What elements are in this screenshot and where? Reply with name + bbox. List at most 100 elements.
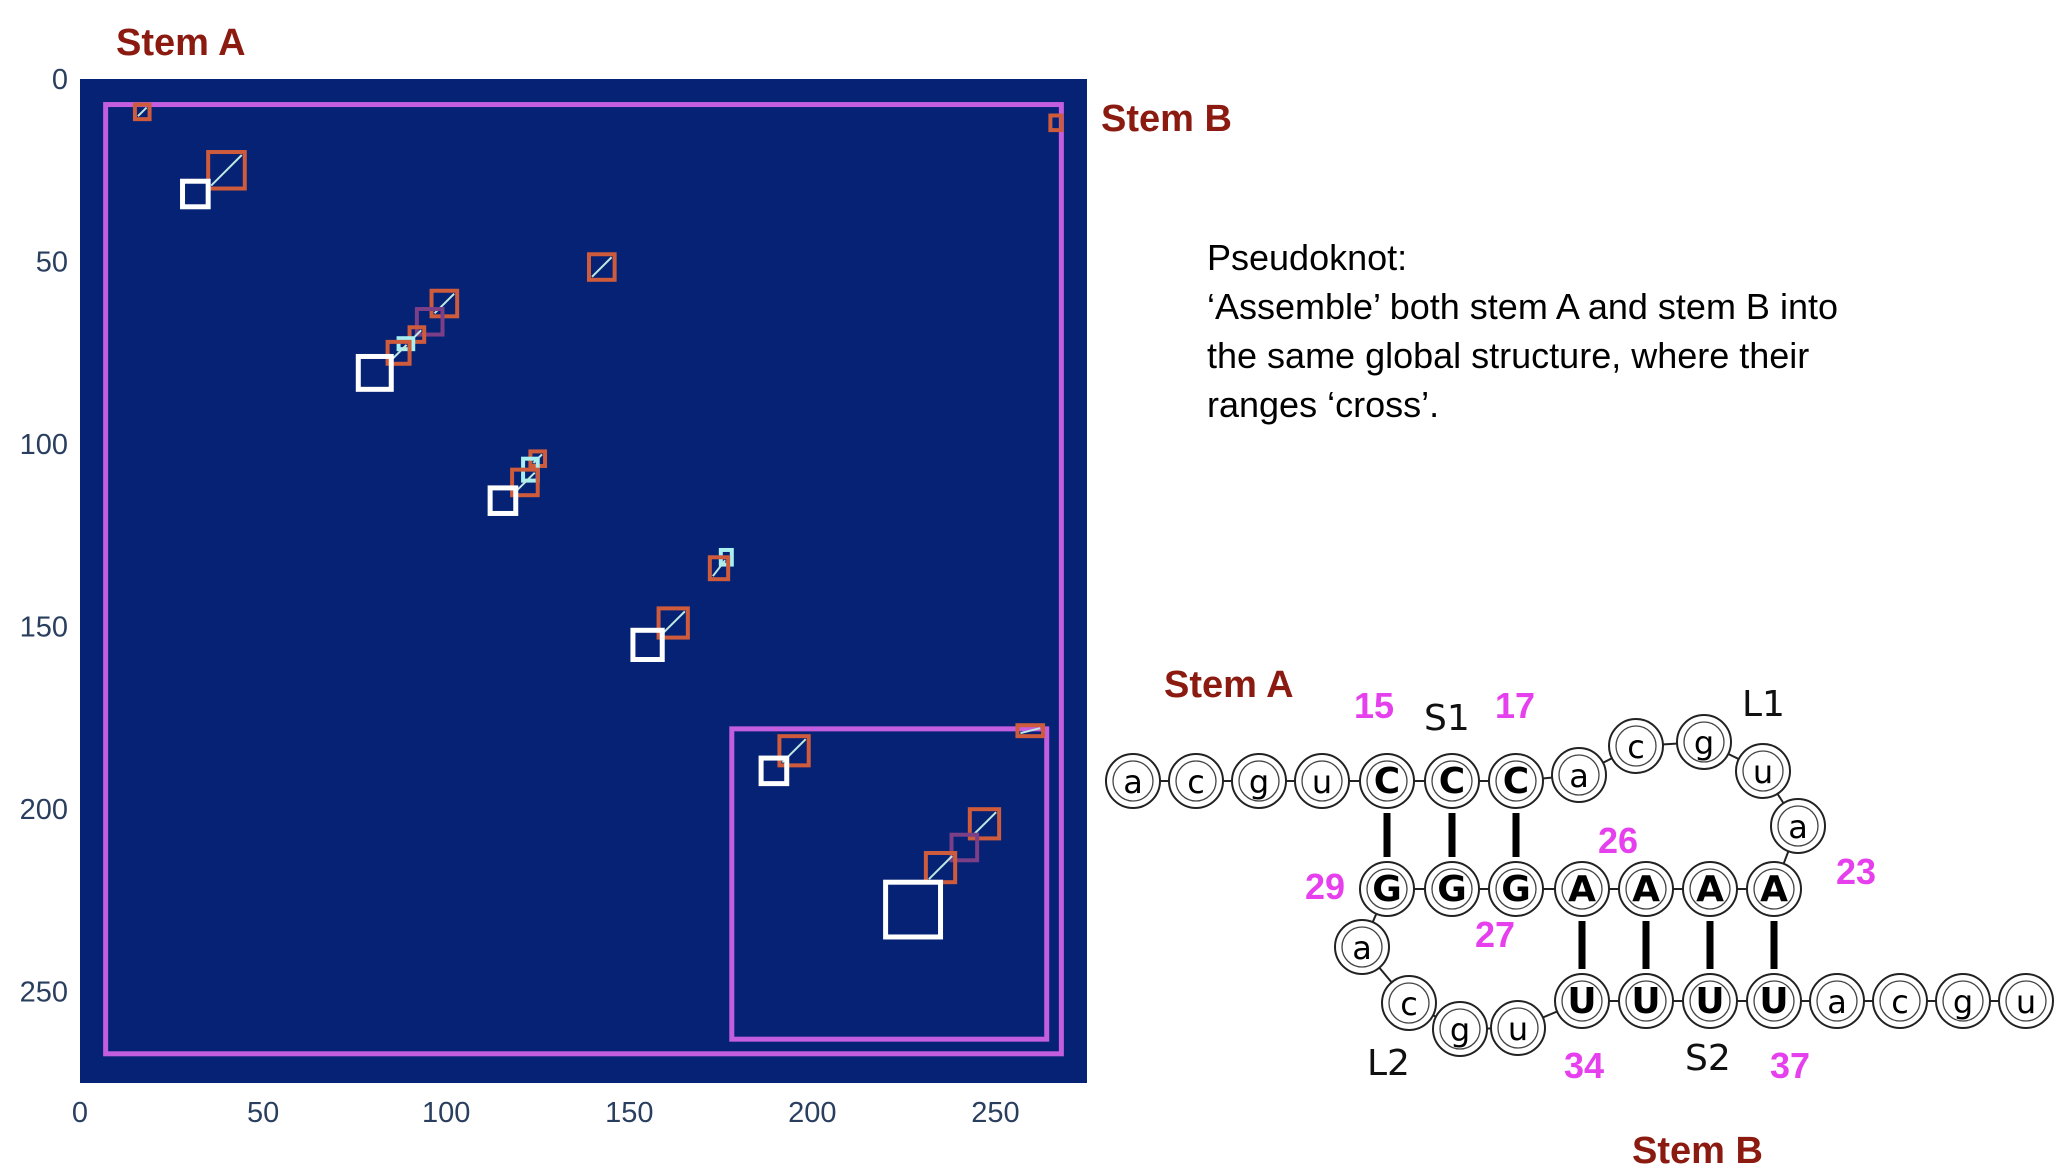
- diagonal-trace: [591, 256, 613, 278]
- nucleotide: G: [1424, 861, 1480, 917]
- nucleotide-inner-ring: [1561, 980, 1603, 1022]
- nucleotide-circle: [1168, 753, 1224, 809]
- stem-box: [206, 150, 247, 191]
- nucleotide-inner-ring: [1431, 868, 1473, 910]
- pair-box: [180, 178, 211, 210]
- nucleotide-circle: [1488, 753, 1544, 809]
- nucleotide-circle: [1334, 919, 1390, 975]
- diagonal-trace: [210, 154, 243, 187]
- nucleotide: g: [1676, 714, 1732, 770]
- region-box: [103, 102, 1064, 1057]
- stem-box: [967, 807, 1002, 841]
- nucleotide-inner-ring: [1879, 980, 1921, 1022]
- diagonal-trace: [712, 559, 726, 577]
- nucleotide-circle: [1554, 973, 1610, 1029]
- y-tick-label: 0: [52, 64, 68, 96]
- nucleotide-circle: [1105, 753, 1161, 809]
- nucleotide-letter: a: [1827, 983, 1847, 1021]
- note-line: ‘Assemble’ both stem A and stem B into: [1207, 286, 1838, 327]
- nucleotide-letter: A: [1632, 869, 1660, 910]
- nucleotide: a: [1105, 753, 1161, 809]
- nucleotide-circle: [1231, 753, 1287, 809]
- nucleotide-inner-ring: [1683, 721, 1725, 763]
- nucleotide: g: [1432, 1001, 1488, 1057]
- nucleotide-circle: [1490, 1000, 1546, 1056]
- nucleotide-circle: [1682, 973, 1738, 1029]
- nucleotide-circle: [1682, 861, 1738, 917]
- y-tick-label: 50: [36, 247, 68, 279]
- stem-box: [510, 467, 540, 498]
- nucleotide-letter: g: [1450, 1011, 1470, 1049]
- note-line: ranges ‘cross’.: [1207, 384, 1440, 425]
- position-number: 17: [1495, 685, 1535, 726]
- nucleotide-circle: [1608, 718, 1664, 774]
- nucleotide-circle: [1359, 861, 1415, 917]
- segment-label-l1: L1: [1742, 684, 1785, 725]
- nucleotide-inner-ring: [1625, 980, 1667, 1022]
- nucleotide-inner-ring: [1439, 1008, 1481, 1050]
- nucleotide-circle: [1551, 747, 1607, 803]
- pair-box: [883, 879, 944, 940]
- nucleotide-letter: c: [1187, 763, 1205, 801]
- nucleotide-letter: c: [1891, 983, 1909, 1021]
- nucleotide-inner-ring: [1301, 760, 1343, 802]
- diagonal-trace: [514, 471, 536, 493]
- nucleotide: c: [1381, 975, 1437, 1031]
- nucleotide-letter: G: [1501, 869, 1531, 910]
- nucleotide-circle: [1935, 973, 1991, 1029]
- stem-box: [586, 252, 617, 282]
- nucleotide: c: [1608, 718, 1664, 774]
- contact-map-heatmap: 0 50 100 150 200 250 0 50 100 150 200 250: [20, 64, 1087, 1129]
- stem-box: [777, 734, 811, 768]
- nucleotide-letter: A: [1760, 869, 1788, 910]
- nucleotide-letter: C: [1374, 761, 1400, 802]
- pair-box: [630, 627, 665, 662]
- stem-b-top-label: Stem B: [1101, 98, 1232, 140]
- stem-box: [707, 555, 731, 582]
- segment-label-l2: L2: [1367, 1043, 1410, 1084]
- nucleotide-letter: A: [1568, 869, 1596, 910]
- nucleotide-letter: g: [1694, 724, 1714, 762]
- nucleotide-inner-ring: [1753, 868, 1795, 910]
- nucleotide-inner-ring: [1742, 750, 1784, 792]
- x-tick-label: 50: [247, 1097, 279, 1129]
- nucleotide-inner-ring: [1689, 980, 1731, 1022]
- nucleotide: A: [1618, 861, 1674, 917]
- nucleotide: U: [1746, 973, 1802, 1029]
- nucleotide-letter: G: [1372, 869, 1402, 910]
- position-number: 29: [1305, 866, 1345, 907]
- nucleotide-letter: A: [1696, 869, 1724, 910]
- nucleotide-letter: U: [1567, 981, 1596, 1022]
- nucleotide: C: [1488, 753, 1544, 809]
- nucleotide-circle: [1770, 798, 1826, 854]
- stem-box: [1048, 113, 1064, 133]
- nucleotide-inner-ring: [1366, 760, 1408, 802]
- stem-box: [1015, 723, 1046, 739]
- nucleotide: g: [1231, 753, 1287, 809]
- nucleotide: U: [1618, 973, 1674, 1029]
- nucleotide: A: [1682, 861, 1738, 917]
- nucleotide: u: [1998, 973, 2054, 1029]
- nucleotide-inner-ring: [1431, 760, 1473, 802]
- nucleotide-letter: a: [1123, 763, 1143, 801]
- nucleotide: u: [1735, 743, 1791, 799]
- nucleotide-inner-ring: [1558, 754, 1600, 796]
- nucleotide-inner-ring: [1625, 868, 1667, 910]
- nucleotide: u: [1294, 753, 1350, 809]
- nucleotide: a: [1770, 798, 1826, 854]
- nucleotide-inner-ring: [1753, 980, 1795, 1022]
- nucleotide-inner-ring: [1495, 760, 1537, 802]
- diagonal-trace: [1020, 727, 1041, 735]
- nucleotide: G: [1488, 861, 1544, 917]
- nucleotide-inner-ring: [1238, 760, 1280, 802]
- position-number: 27: [1475, 914, 1515, 955]
- x-axis-ticks: 0 50 100 150 200 250: [72, 1097, 1020, 1129]
- nucleotide-letter: u: [1753, 753, 1773, 791]
- nucleotide: u: [1490, 1000, 1546, 1056]
- pseudoknot-note: Pseudoknot: ‘Assemble’ both stem A and s…: [1207, 233, 1987, 429]
- nucleotide-circle: [1359, 753, 1415, 809]
- pair-box: [758, 755, 790, 787]
- nucleotide-circle: [1735, 743, 1791, 799]
- note-heading: Pseudoknot:: [1207, 237, 1408, 278]
